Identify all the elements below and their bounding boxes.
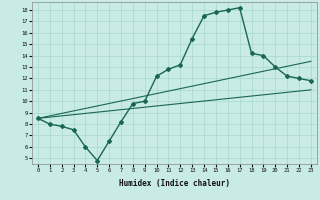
X-axis label: Humidex (Indice chaleur): Humidex (Indice chaleur) — [119, 179, 230, 188]
